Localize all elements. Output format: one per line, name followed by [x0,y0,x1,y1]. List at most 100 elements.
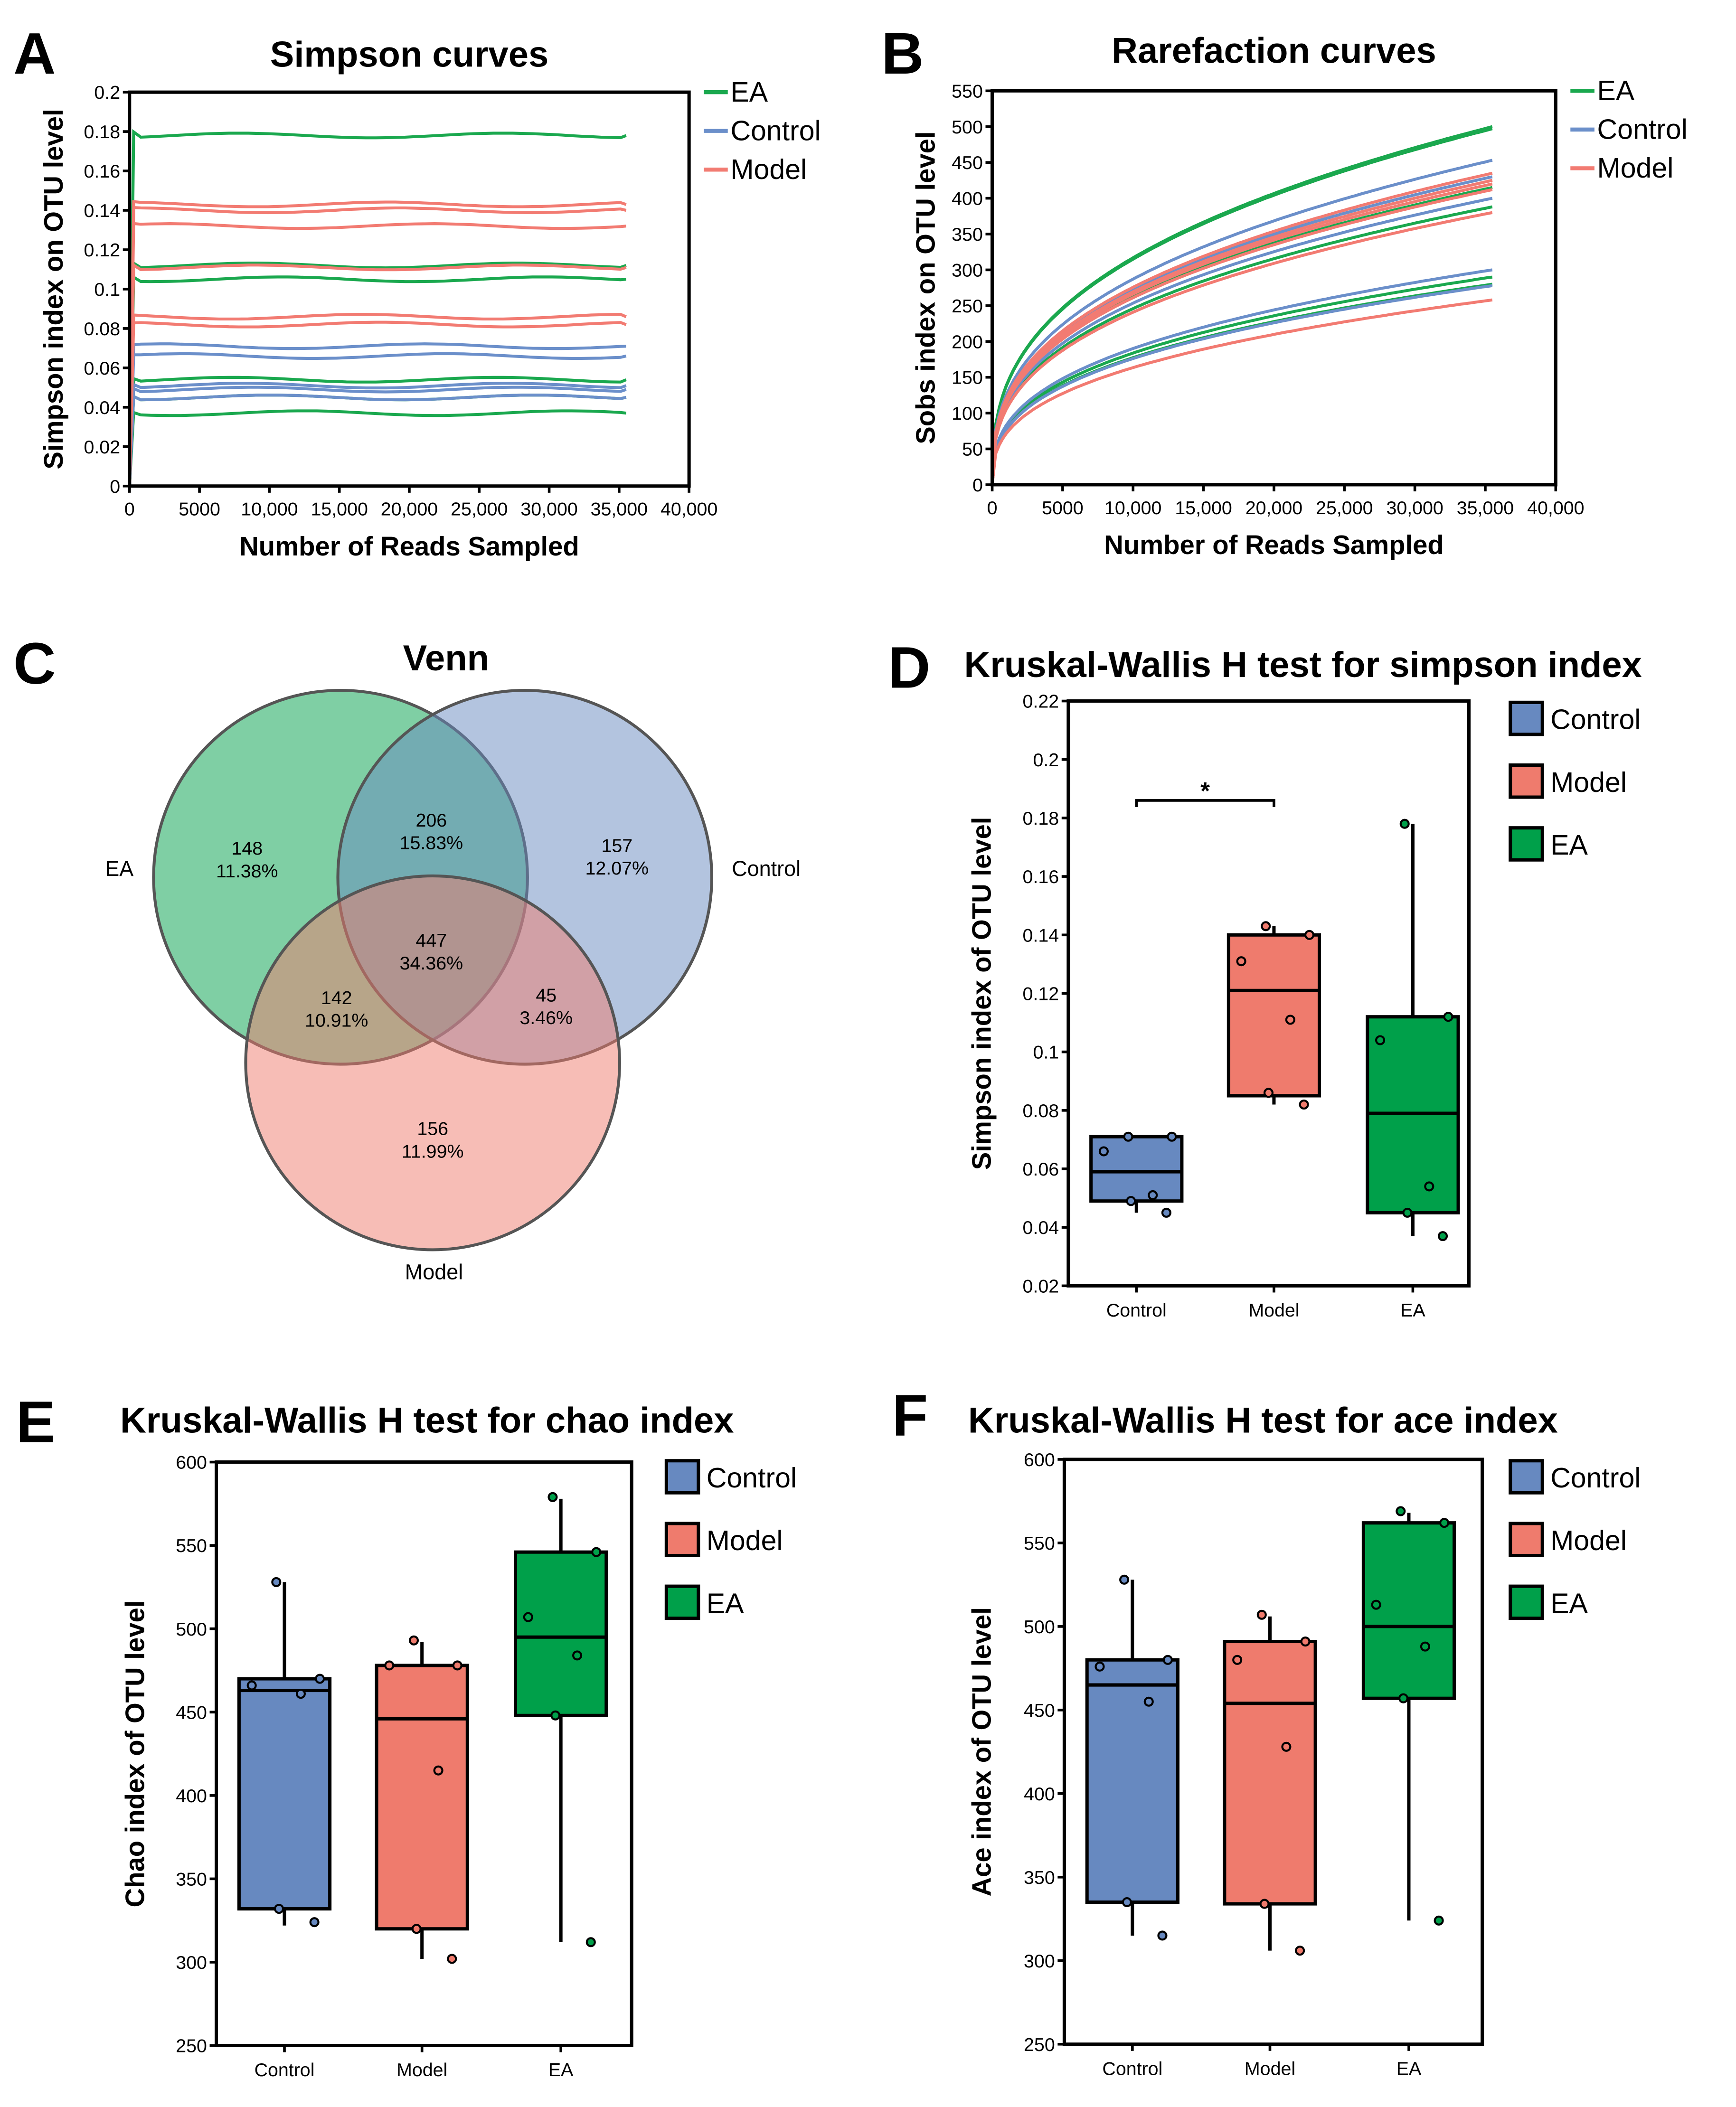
significance-bracket [1135,799,1275,808]
y-tick-label: 150 [952,367,983,388]
data-point-model [384,1660,395,1671]
chart-title: Venn [403,638,489,678]
series-line-ea [991,205,1493,485]
y-tick-label: 300 [952,260,983,281]
data-point-ea [1434,1915,1444,1926]
panel-label: E [16,1389,56,1455]
series-line-model [128,313,627,486]
series-line-ea [991,127,1493,485]
y-tick-label: 0.04 [1023,1217,1059,1238]
y-tick-label: 0.16 [1023,866,1059,887]
box-ea [1361,1521,1456,1700]
data-point-model [447,1954,457,1964]
series-line-control [128,394,627,486]
data-point-control [1123,1131,1133,1142]
y-tick-label: 250 [952,296,983,317]
series-line-ea [128,376,627,486]
y-tick-label: 300 [176,1952,207,1973]
legend-swatch-ea [1509,1584,1544,1620]
series-line-ea [128,409,627,486]
data-point-control [1143,1696,1154,1707]
legend-label-ea: EA [1550,829,1588,861]
y-tick-label: 0.22 [1023,691,1059,712]
legend-label-model: Model [1550,1525,1627,1556]
series-line-control [991,284,1493,485]
legend-swatch-control [1509,1459,1544,1495]
data-point-model [1236,956,1246,967]
y-tick-label: 500 [952,117,983,138]
y-tick-label: 550 [1024,1533,1055,1554]
data-point-model [1299,1099,1309,1110]
y-tick-label: 500 [1024,1617,1055,1637]
y-tick-label: 0.14 [84,200,120,221]
data-point-ea [1375,1035,1386,1045]
series-line-control [991,268,1493,485]
y-tick-label: 450 [952,152,983,173]
x-tick-label: 0 [987,498,998,518]
plot-frame [215,1460,633,2048]
y-tick-label: 500 [176,1619,207,1640]
venn-region-percent: 15.83% [400,833,463,854]
y-tick-label: 600 [176,1452,207,1473]
legend-label-model: Model [1550,767,1627,798]
series-line-model [128,206,627,486]
series-line-control [128,352,627,486]
data-point-ea [572,1650,583,1661]
x-tick-label: EA [1400,1300,1425,1321]
box-control [1089,1135,1184,1203]
x-tick-label: 40,000 [660,499,717,520]
legend-swatch-ea [664,1584,700,1620]
data-point-model [433,1765,443,1776]
data-point-ea [591,1547,602,1557]
y-tick-label: 0.1 [1033,1042,1059,1063]
y-tick-label: 0.08 [1023,1101,1059,1121]
series-line-model [128,320,627,486]
x-tick-label: 25,000 [451,499,508,520]
venn-set-label-control: Control [732,856,801,881]
x-axis-label: Number of Reads Sampled [1104,530,1444,560]
y-tick-label: 250 [176,2036,207,2057]
data-point-ea [1437,1231,1448,1242]
data-point-ea [1424,1181,1434,1192]
panel-a: A Simpson curves 0 0.02 0.04 0.06 0.08 0.1 0.12 0… [13,21,821,561]
x-tick-label: 15,000 [311,499,368,520]
data-point-control [1119,1574,1130,1585]
series-line-ea [128,260,627,486]
series-line-model [991,182,1493,485]
box-control [1085,1658,1179,1904]
y-tick-label: 0.06 [84,358,120,379]
data-point-control [1157,1930,1168,1941]
data-point-model [452,1660,462,1671]
box-model [375,1664,469,1931]
data-point-ea [585,1937,596,1947]
data-point-control [1098,1146,1109,1157]
x-tick-label: 25,000 [1316,498,1373,518]
data-point-model [1285,1015,1295,1025]
box-model [1227,933,1321,1098]
x-tick-label: 30,000 [520,499,577,520]
panel-f: F Kruskal-Wallis H test for ace index Cont… [892,1383,1641,2079]
y-tick-label: 0.18 [1023,808,1059,829]
y-tick-label: 50 [962,439,983,460]
data-point-ea [1443,1012,1453,1022]
legend-label-control: Control [1550,704,1641,735]
data-point-control [1094,1661,1105,1672]
x-tick-label: 20,000 [1245,498,1302,518]
series-line-ea [991,275,1493,485]
venn-region-count: 45 [536,985,557,1006]
chart-title: Kruskal-Wallis H test for chao index [120,1401,734,1441]
y-tick-label: 0.12 [1023,984,1059,1005]
data-point-ea [550,1710,561,1721]
chart-title: Kruskal-Wallis H test for simpson index [964,645,1642,685]
plot-frame [1062,1458,1484,2046]
data-point-model [1295,1946,1305,1956]
legend-label-ea: EA [1550,1588,1588,1619]
data-point-control [1167,1131,1177,1142]
box-model [1223,1640,1317,1906]
legend-swatch-ea [1509,826,1544,862]
series-line-ea [128,274,626,486]
series-line-control [991,197,1493,485]
series-line-model [991,188,1493,485]
data-point-control [274,1904,284,1914]
